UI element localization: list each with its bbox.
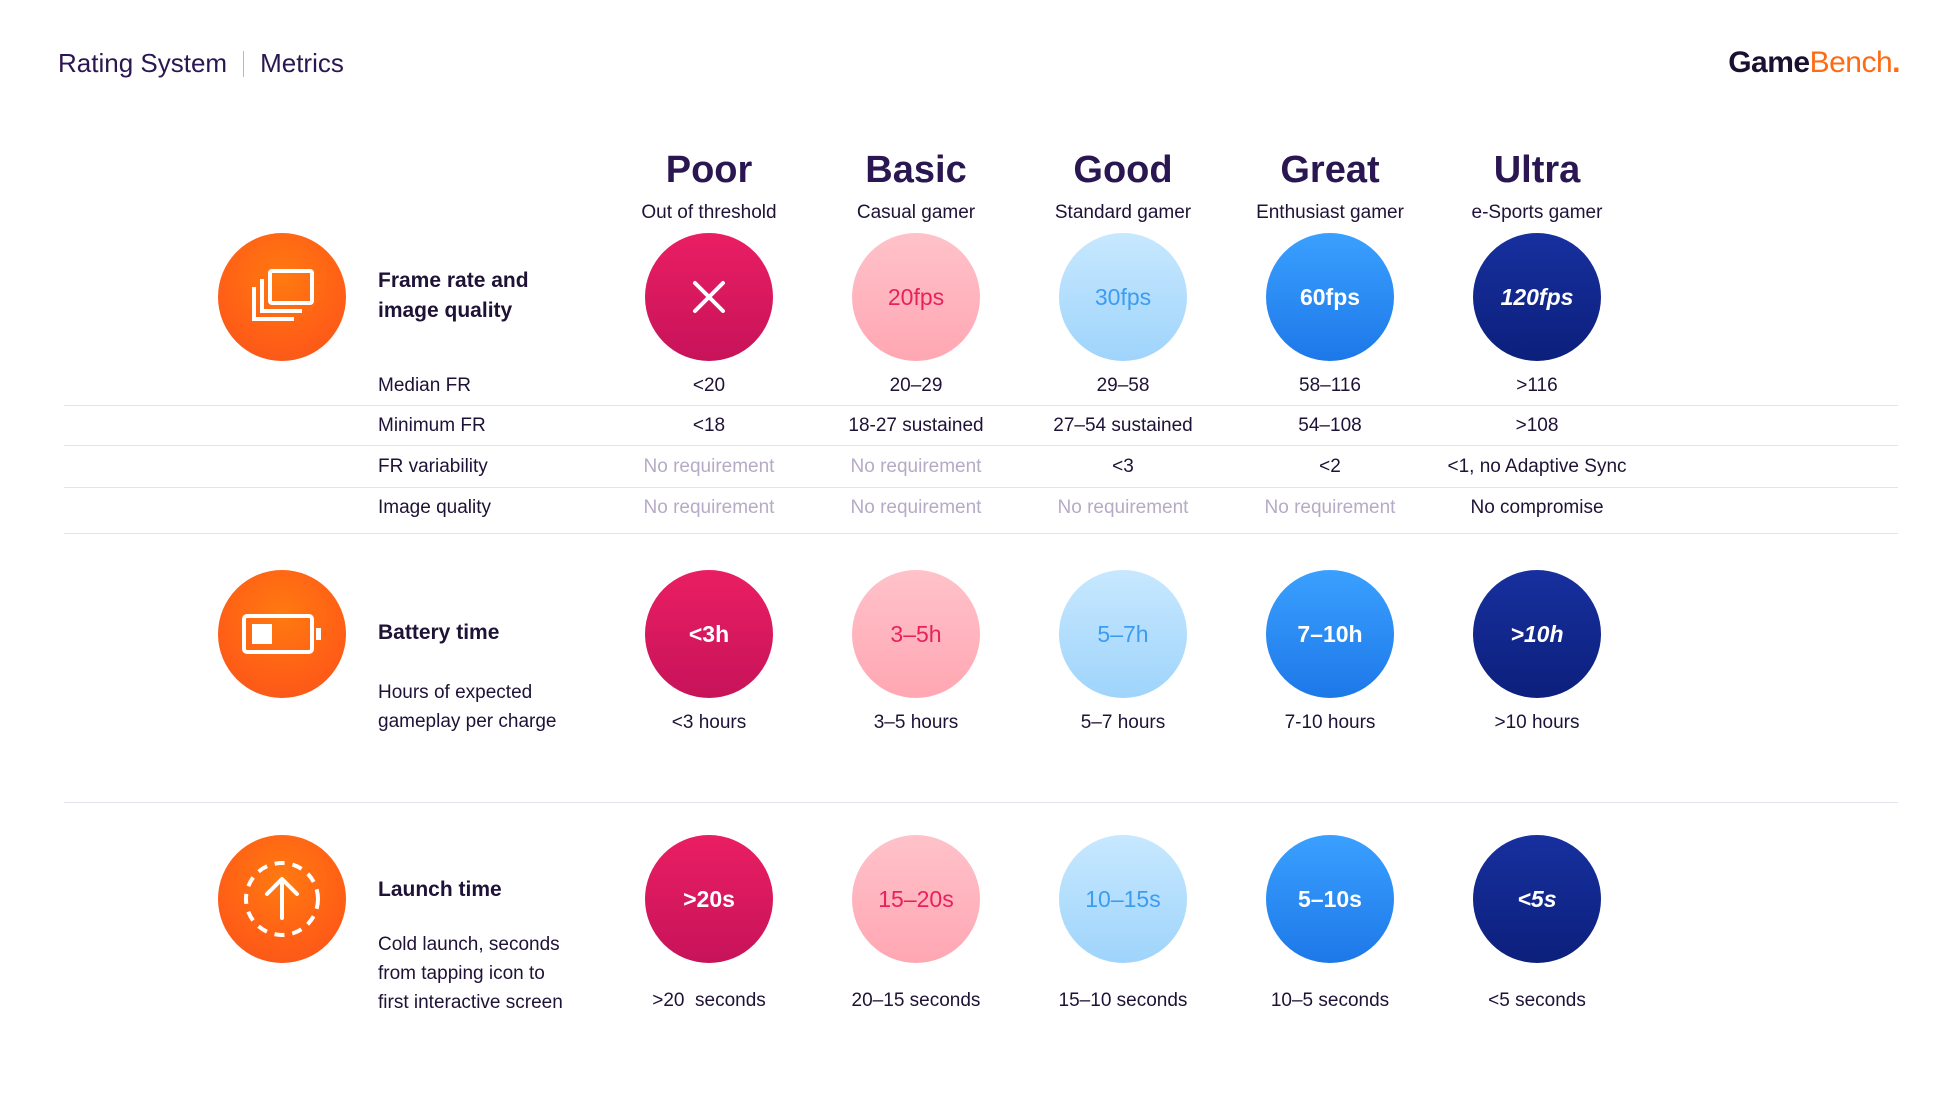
tier-header-good: Good Standard gamer (1018, 148, 1228, 224)
table-cell: No requirement (643, 497, 775, 518)
table-cell: <20 (692, 375, 726, 396)
row-label-image-quality: Image quality (378, 497, 492, 518)
close-icon (693, 281, 725, 313)
page-breadcrumb: Rating System Metrics (58, 48, 344, 79)
table-cell: 18-27 sustained (848, 415, 984, 436)
badge-fr-great: 60fps (1266, 233, 1394, 361)
table-cell: <1, no Adaptive Sync (1447, 456, 1627, 477)
tier-name: Poor (665, 149, 753, 191)
row-divider (64, 445, 1898, 446)
table-cell: No requirement (850, 497, 982, 518)
launch-caption: 15–10 seconds (1058, 990, 1188, 1011)
tier-subtitle: Standard gamer (1054, 202, 1192, 223)
section-divider (64, 533, 1898, 534)
row-label-fr-variability: FR variability (378, 456, 488, 477)
battery-icon (218, 570, 346, 698)
badge-launch-ultra: <5s (1473, 835, 1601, 963)
table-cell: 20–29 (889, 375, 943, 396)
badge-battery-poor: <3h (645, 570, 773, 698)
gamebench-logo: GameBench. (1728, 46, 1900, 79)
launch-arrow-icon (218, 835, 346, 963)
tier-subtitle: Out of threshold (641, 202, 777, 223)
table-cell: <2 (1319, 456, 1341, 477)
section-desc-battery: Hours of expected gameplay per charge (378, 682, 557, 732)
badge-launch-poor: >20s (645, 835, 773, 963)
battery-caption: 3–5 hours (873, 712, 959, 733)
row-label-median-fr: Median FR (378, 375, 471, 396)
tier-subtitle: Enthusiast gamer (1256, 202, 1404, 223)
breadcrumb-page: Metrics (260, 48, 344, 78)
tier-name: Basic (865, 149, 967, 191)
section-title-frame-rate: Frame rate and image quality (378, 269, 529, 322)
tier-subtitle: e-Sports gamer (1471, 202, 1603, 223)
section-title-battery: Battery time (378, 621, 500, 644)
section-desc-launch: Cold launch, seconds from tapping icon t… (378, 934, 563, 1013)
badge-fr-good: 30fps (1059, 233, 1187, 361)
tier-header-poor: Poor Out of threshold (604, 148, 814, 224)
breadcrumb-section: Rating System (58, 48, 228, 78)
row-divider (64, 487, 1898, 488)
tier-subtitle: Casual gamer (856, 202, 976, 223)
badge-fr-basic: 20fps (852, 233, 980, 361)
table-cell: No requirement (643, 456, 775, 477)
table-cell: >108 (1515, 415, 1559, 436)
battery-caption: 5–7 hours (1080, 712, 1166, 733)
table-cell: 54–108 (1298, 415, 1362, 436)
badge-launch-great: 5–10s (1266, 835, 1394, 963)
section-title-launch: Launch time (378, 878, 502, 901)
table-cell: No compromise (1470, 497, 1604, 518)
badge-battery-good: 5–7h (1059, 570, 1187, 698)
row-label-minimum-fr: Minimum FR (378, 415, 486, 436)
launch-caption: <5 seconds (1488, 990, 1586, 1011)
launch-caption: 20–15 seconds (851, 990, 981, 1011)
battery-caption: >10 hours (1494, 712, 1580, 733)
tier-header-ultra: Ultra e-Sports gamer (1432, 148, 1642, 224)
breadcrumb-divider (243, 50, 245, 77)
table-cell: No requirement (850, 456, 982, 477)
tier-name: Good (1073, 149, 1173, 191)
section-divider (64, 802, 1898, 803)
tier-header-great: Great Enthusiast gamer (1225, 148, 1435, 224)
tier-name: Ultra (1493, 149, 1581, 191)
table-cell: 27–54 sustained (1053, 415, 1193, 436)
tier-name: Great (1280, 149, 1380, 191)
table-cell: >116 (1516, 375, 1558, 396)
frames-icon (218, 233, 346, 361)
table-cell: 29–58 (1096, 375, 1150, 396)
launch-caption: 10–5 seconds (1270, 990, 1390, 1011)
table-cell: No requirement (1264, 497, 1396, 518)
battery-caption: <3 hours (671, 712, 747, 733)
tier-header-basic: Basic Casual gamer (811, 148, 1021, 224)
table-cell: <18 (692, 415, 726, 436)
badge-battery-basic: 3–5h (852, 570, 980, 698)
badge-fr-poor (645, 233, 773, 361)
badge-launch-good: 10–15s (1059, 835, 1187, 963)
battery-caption: 7-10 hours (1284, 712, 1376, 733)
badge-battery-ultra: >10h (1473, 570, 1601, 698)
table-cell: <3 (1112, 456, 1134, 477)
table-cell: No requirement (1057, 497, 1189, 518)
row-divider (64, 405, 1898, 406)
badge-launch-basic: 15–20s (852, 835, 980, 963)
launch-caption: >20 seconds (652, 990, 766, 1011)
badge-battery-great: 7–10h (1266, 570, 1394, 698)
table-cell: 58–116 (1299, 375, 1361, 396)
badge-fr-ultra: 120fps (1473, 233, 1601, 361)
